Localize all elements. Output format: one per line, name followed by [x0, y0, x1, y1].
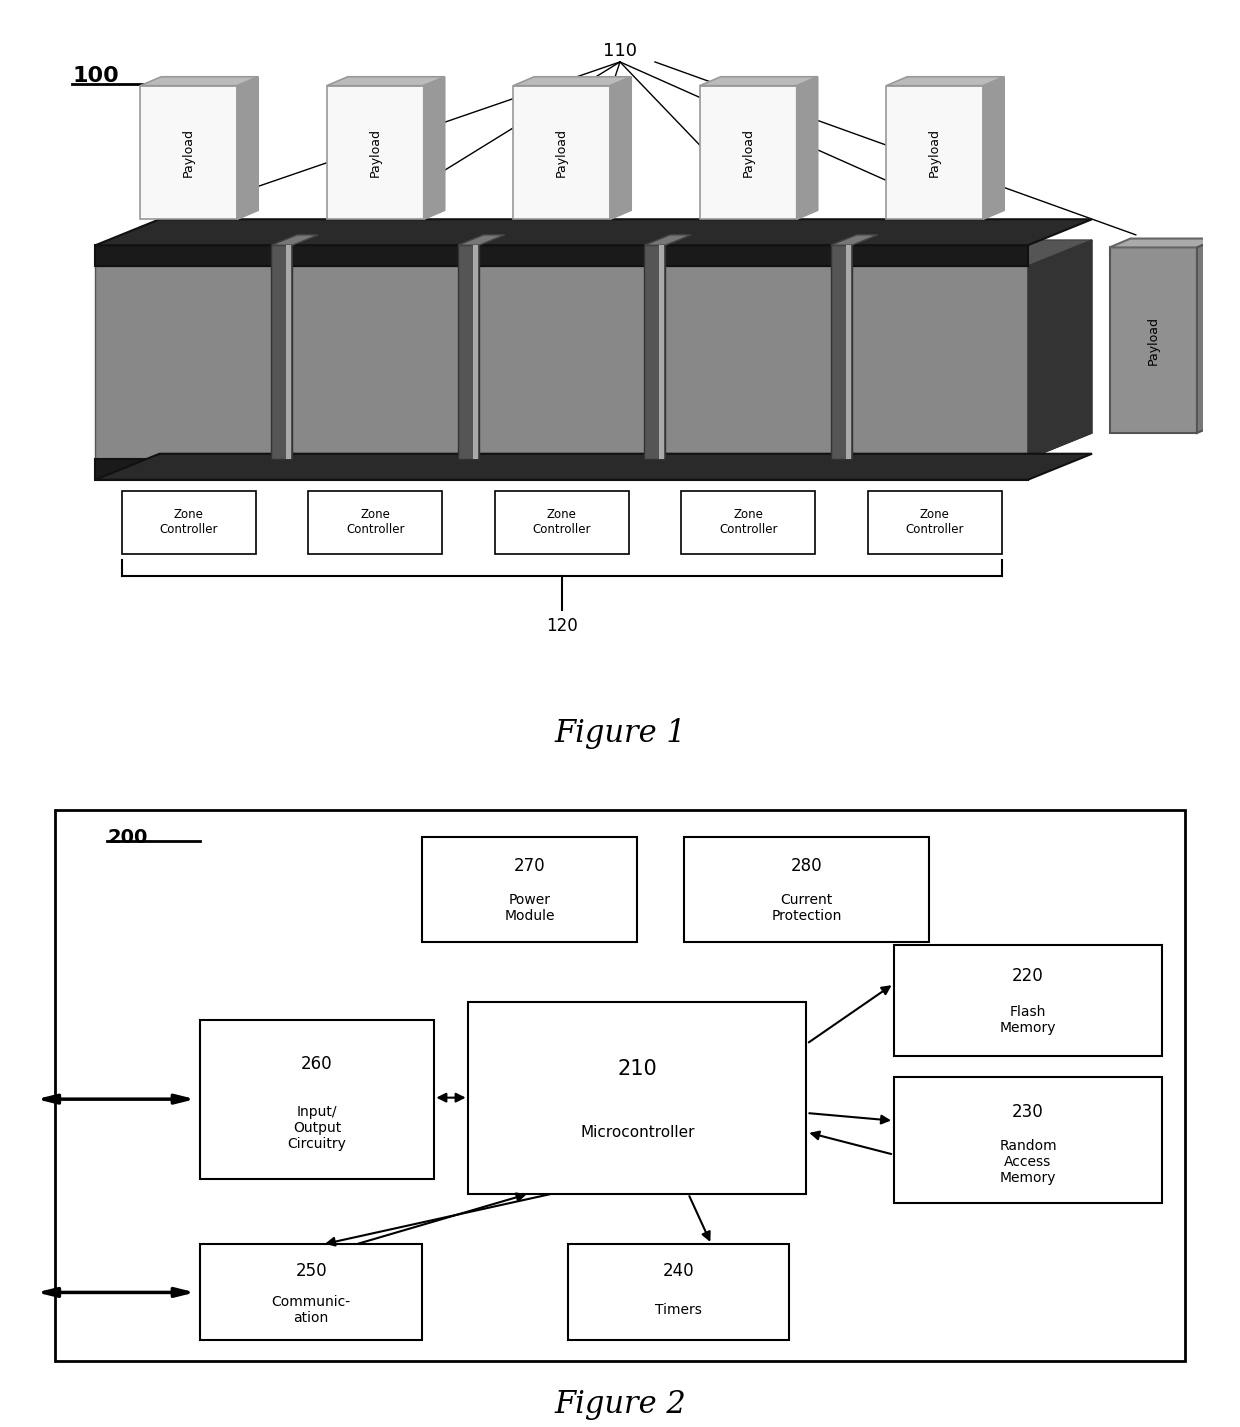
Text: Zone
Controller: Zone Controller: [905, 508, 963, 537]
Bar: [469, 1002, 806, 1193]
Bar: [122, 491, 255, 554]
Bar: [681, 491, 816, 554]
Bar: [201, 1244, 422, 1340]
Text: 200: 200: [107, 828, 148, 848]
Polygon shape: [1028, 240, 1092, 459]
Polygon shape: [286, 245, 291, 459]
Text: Input/
Output
Circuitry: Input/ Output Circuitry: [288, 1104, 346, 1152]
Polygon shape: [831, 245, 852, 459]
Polygon shape: [472, 245, 477, 459]
Text: Communic-
ation: Communic- ation: [272, 1294, 351, 1324]
Polygon shape: [660, 245, 665, 459]
Text: Payload: Payload: [742, 128, 755, 177]
Text: 230: 230: [1012, 1103, 1044, 1122]
Polygon shape: [1197, 238, 1218, 432]
Polygon shape: [983, 77, 1004, 220]
Polygon shape: [326, 86, 424, 220]
Bar: [568, 1244, 789, 1340]
Bar: [868, 491, 1002, 554]
Polygon shape: [140, 77, 258, 86]
Polygon shape: [95, 245, 1028, 265]
Text: 250: 250: [295, 1263, 327, 1280]
Polygon shape: [645, 245, 666, 459]
Text: 240: 240: [662, 1263, 694, 1280]
Text: Random
Access
Memory: Random Access Memory: [999, 1139, 1056, 1186]
Text: 100: 100: [72, 66, 119, 86]
Polygon shape: [458, 235, 505, 245]
Polygon shape: [272, 245, 293, 459]
Polygon shape: [95, 459, 1028, 479]
Bar: [422, 836, 637, 942]
Polygon shape: [95, 432, 1092, 459]
Text: Power
Module: Power Module: [505, 893, 556, 923]
Bar: [894, 945, 1162, 1056]
Text: Zone
Controller: Zone Controller: [532, 508, 591, 537]
Polygon shape: [699, 86, 797, 220]
Text: Zone
Controller: Zone Controller: [346, 508, 404, 537]
Text: Payload: Payload: [182, 128, 195, 177]
Text: 280: 280: [791, 858, 822, 875]
Text: Figure 2: Figure 2: [554, 1388, 686, 1420]
Bar: [894, 1076, 1162, 1203]
Text: Zone
Controller: Zone Controller: [160, 508, 218, 537]
Text: Payload: Payload: [1147, 315, 1159, 365]
Text: 220: 220: [1012, 968, 1044, 985]
Text: Current
Protection: Current Protection: [771, 893, 842, 923]
Polygon shape: [458, 245, 479, 459]
Polygon shape: [95, 220, 1092, 245]
Polygon shape: [95, 454, 1092, 479]
Polygon shape: [1110, 247, 1197, 432]
Polygon shape: [610, 77, 631, 220]
Text: Zone
Controller: Zone Controller: [719, 508, 777, 537]
Text: 260: 260: [301, 1055, 332, 1073]
Polygon shape: [797, 77, 817, 220]
Polygon shape: [645, 235, 691, 245]
Text: 270: 270: [513, 858, 546, 875]
Polygon shape: [95, 265, 1028, 459]
Polygon shape: [887, 77, 1004, 86]
Text: 210: 210: [618, 1059, 657, 1079]
Text: Microcontroller: Microcontroller: [580, 1124, 694, 1140]
Text: Payload: Payload: [556, 128, 568, 177]
Bar: [201, 1020, 434, 1179]
Polygon shape: [513, 77, 631, 86]
Text: Timers: Timers: [655, 1303, 702, 1317]
Polygon shape: [326, 77, 445, 86]
Text: 120: 120: [546, 616, 578, 635]
Polygon shape: [272, 235, 319, 245]
Text: Figure 1: Figure 1: [554, 718, 686, 749]
Polygon shape: [831, 235, 878, 245]
Polygon shape: [1110, 238, 1218, 247]
Text: Payload: Payload: [929, 128, 941, 177]
Bar: [495, 491, 629, 554]
Polygon shape: [887, 86, 983, 220]
Text: Flash
Memory: Flash Memory: [999, 1005, 1056, 1036]
Polygon shape: [95, 240, 1092, 265]
Text: 110: 110: [603, 41, 637, 60]
Polygon shape: [513, 86, 610, 220]
Polygon shape: [140, 86, 237, 220]
Polygon shape: [846, 245, 851, 459]
Text: Payload: Payload: [368, 128, 382, 177]
Bar: [308, 491, 443, 554]
Polygon shape: [699, 77, 817, 86]
Bar: [684, 836, 929, 942]
Polygon shape: [237, 77, 258, 220]
Polygon shape: [424, 77, 445, 220]
